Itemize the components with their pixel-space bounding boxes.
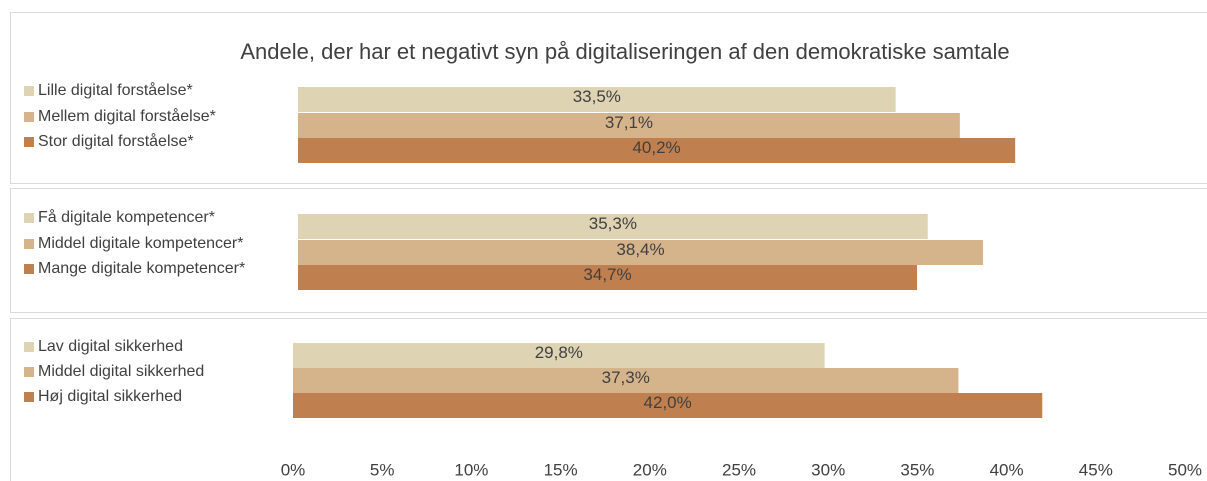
bar — [293, 368, 959, 393]
chart-title: Andele, der har et negativt syn på digit… — [240, 39, 1009, 64]
legend-swatch — [24, 392, 34, 402]
x-tick-label: 35% — [900, 460, 934, 479]
value-label: 35,3% — [589, 214, 637, 233]
legend-label: Lav digital sikkerhed — [38, 338, 183, 355]
legend-swatch — [24, 239, 34, 249]
legend-label: Høj digital sikkerhed — [38, 388, 182, 405]
panel-frame — [10, 318, 1207, 481]
x-tick-label: 0% — [281, 460, 306, 479]
bar — [298, 113, 960, 138]
legend-swatch — [24, 367, 34, 377]
legend-swatch — [24, 137, 34, 147]
legend-label: Mellem digital forståelse* — [38, 107, 216, 125]
bar — [298, 214, 928, 239]
bar — [298, 138, 1016, 163]
legend-swatch — [24, 213, 34, 223]
x-tick-label: 30% — [811, 460, 845, 479]
value-label: 33,5% — [573, 87, 621, 106]
value-label: 37,1% — [605, 113, 653, 132]
legend-label: Stor digital forståelse* — [38, 132, 194, 150]
value-label: 37,3% — [602, 368, 650, 387]
bar — [293, 393, 1043, 418]
x-tick-label: 25% — [722, 460, 756, 479]
legend-label: Lille digital forståelse* — [38, 81, 193, 99]
x-tick-label: 20% — [633, 460, 667, 479]
legend-label: Få digitale kompetencer* — [38, 208, 215, 226]
legend-label: Middel digitale kompetencer* — [38, 235, 243, 252]
value-label: 38,4% — [616, 240, 664, 259]
value-label: 40,2% — [632, 138, 680, 157]
x-tick-label: 45% — [1079, 460, 1113, 479]
value-label: 29,8% — [535, 343, 583, 362]
x-tick-label: 5% — [370, 460, 395, 479]
legend-swatch — [24, 342, 34, 352]
panel-frame — [10, 12, 1207, 184]
x-tick-label: 15% — [544, 460, 578, 479]
x-tick-label: 10% — [454, 460, 488, 479]
bar — [298, 265, 918, 290]
panel-frame — [10, 188, 1207, 313]
legend-swatch — [24, 112, 34, 122]
bar — [298, 240, 984, 265]
x-tick-label: 50% — [1168, 460, 1202, 479]
value-label: 42,0% — [644, 393, 692, 412]
bar — [293, 343, 825, 368]
legend-label: Mange digitale kompetencer* — [38, 260, 245, 277]
value-label: 34,7% — [583, 265, 631, 284]
bar — [298, 87, 896, 112]
x-tick-label: 40% — [990, 460, 1024, 479]
legend-swatch — [24, 86, 34, 96]
legend-swatch — [24, 264, 34, 274]
legend-label: Middel digital sikkerhed — [38, 363, 204, 380]
